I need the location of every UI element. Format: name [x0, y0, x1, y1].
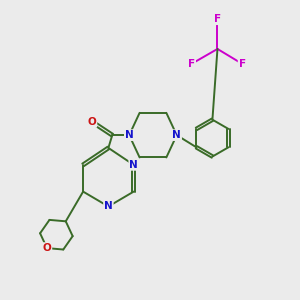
Text: O: O: [43, 243, 51, 253]
Text: N: N: [104, 202, 113, 212]
Text: N: N: [125, 130, 134, 140]
Text: O: O: [88, 117, 96, 127]
Text: N: N: [129, 160, 138, 170]
Text: F: F: [214, 14, 221, 24]
Text: N: N: [172, 130, 181, 140]
Text: F: F: [188, 59, 195, 69]
Text: F: F: [238, 59, 246, 69]
